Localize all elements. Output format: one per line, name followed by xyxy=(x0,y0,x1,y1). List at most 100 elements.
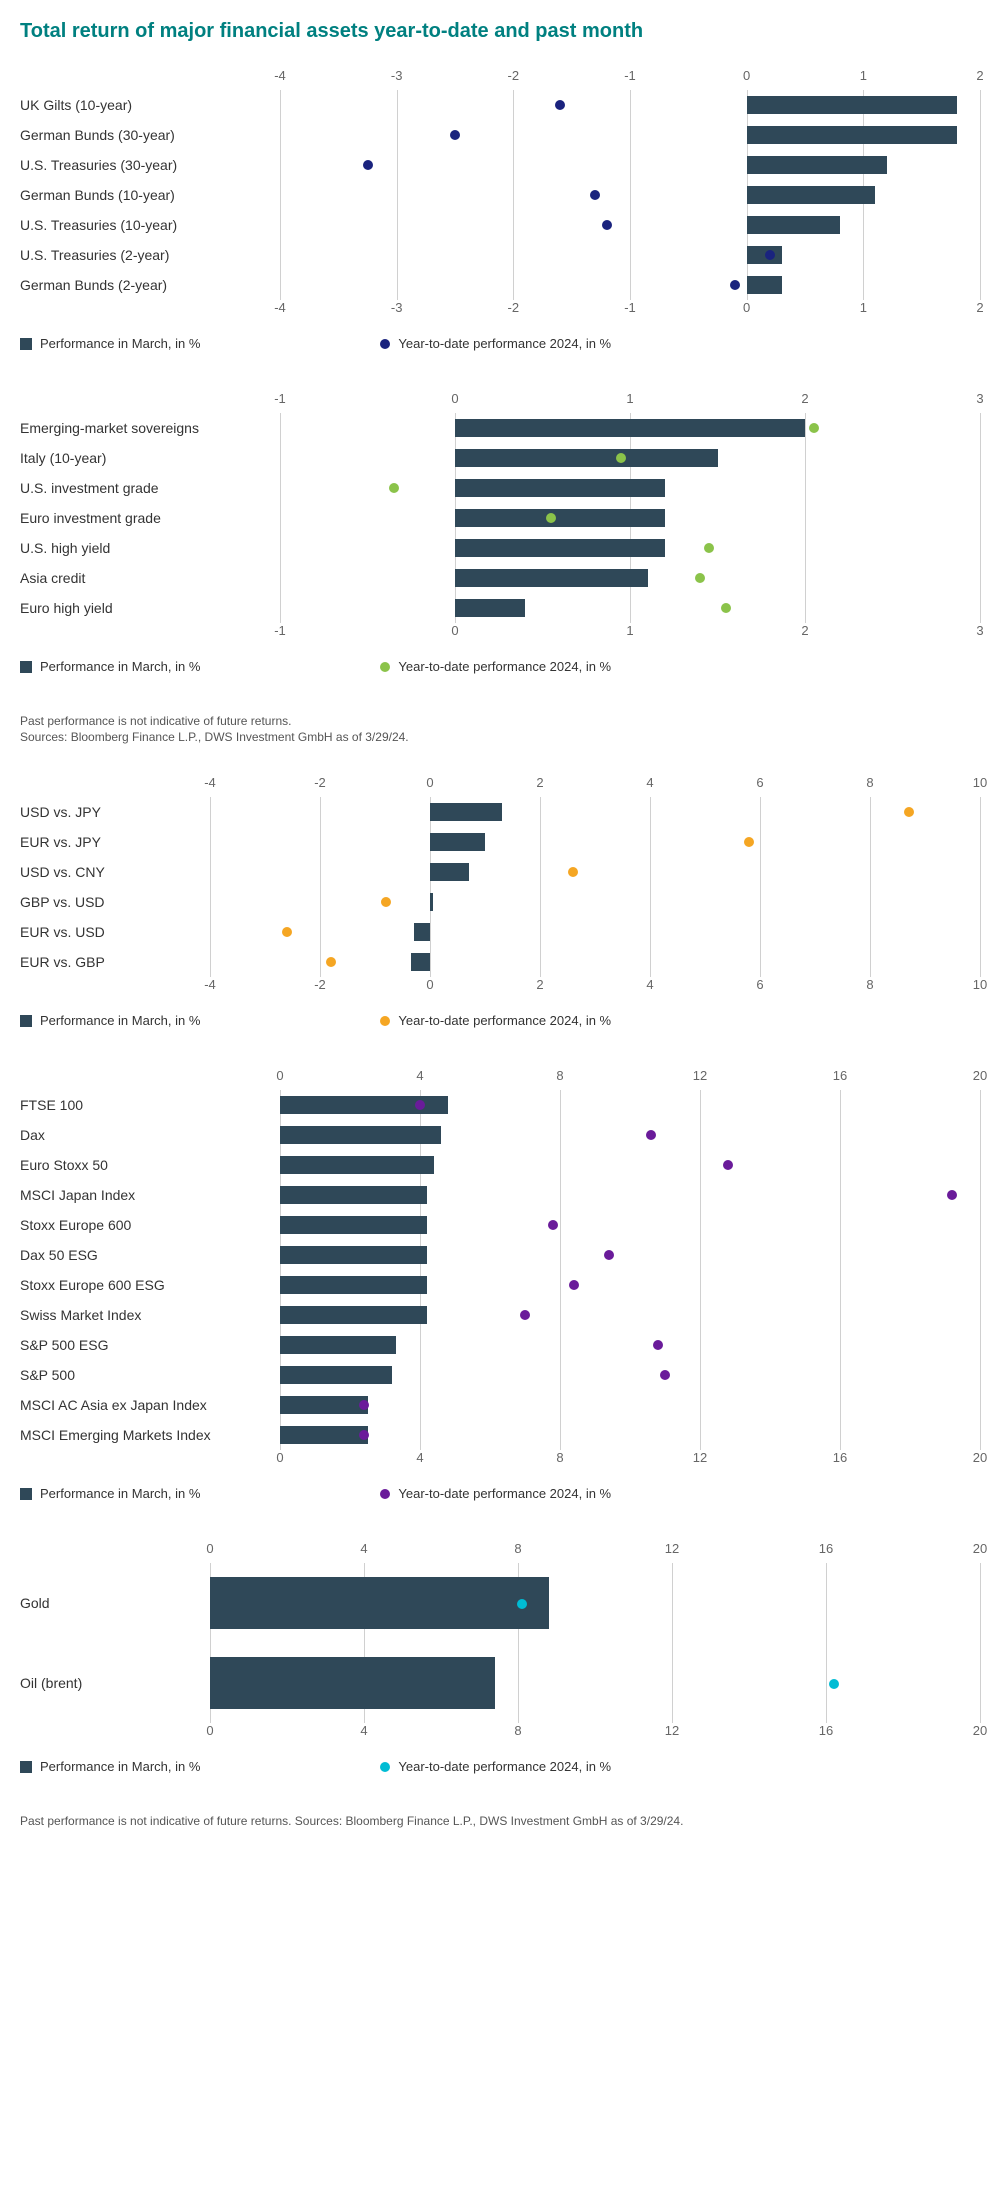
ytd-dot xyxy=(765,250,775,260)
row-bar-area xyxy=(280,1270,980,1300)
row-bar-area xyxy=(280,1390,980,1420)
row-bar-area xyxy=(280,1210,980,1240)
legend-bar: Performance in March, in % xyxy=(20,1486,200,1501)
ytd-dot xyxy=(604,1250,614,1260)
legend-dot: Year-to-date performance 2024, in % xyxy=(380,336,611,351)
row-label: U.S. Treasuries (10-year) xyxy=(20,217,280,233)
row-bar-area xyxy=(280,413,980,443)
ytd-dot xyxy=(548,1220,558,1230)
perf-bar xyxy=(430,833,485,851)
table-row: USD vs. CNY xyxy=(20,857,980,887)
perf-bar xyxy=(430,803,502,821)
row-bar-area xyxy=(280,1240,980,1270)
row-label: Emerging-market sovereigns xyxy=(20,420,280,436)
perf-bar xyxy=(280,1426,368,1444)
row-label: Swiss Market Index xyxy=(20,1307,280,1323)
table-row: Euro Stoxx 50 xyxy=(20,1150,980,1180)
perf-bar xyxy=(455,539,665,557)
axis-top: -4-20246810 xyxy=(20,775,980,797)
axis-tick: 0 xyxy=(206,1541,213,1556)
table-row: USD vs. JPY xyxy=(20,797,980,827)
axis-tick: 1 xyxy=(860,300,867,315)
row-bar-area xyxy=(280,120,980,150)
legend-bar-icon xyxy=(20,1015,32,1027)
row-bar-area xyxy=(280,240,980,270)
axis-tick: 10 xyxy=(973,775,987,790)
perf-bar xyxy=(280,1246,427,1264)
row-bar-area xyxy=(280,150,980,180)
row-bar-area xyxy=(280,270,980,300)
axis-tick: -2 xyxy=(314,977,326,992)
ytd-dot xyxy=(546,513,556,523)
axis-tick: -1 xyxy=(274,623,286,638)
perf-bar xyxy=(280,1276,427,1294)
chart-credit: -10123 Emerging-market sovereigns Italy … xyxy=(20,391,980,674)
table-row: Stoxx Europe 600 ESG xyxy=(20,1270,980,1300)
table-row: FTSE 100 xyxy=(20,1090,980,1120)
ytd-dot xyxy=(730,280,740,290)
axis-top: 048121620 xyxy=(20,1541,980,1563)
axis-tick: 20 xyxy=(973,1450,987,1465)
row-bar-area xyxy=(280,1090,980,1120)
axis-tick: 16 xyxy=(819,1723,833,1738)
row-label: USD vs. JPY xyxy=(20,804,210,820)
table-row: German Bunds (2-year) xyxy=(20,270,980,300)
ytd-dot xyxy=(723,1160,733,1170)
axis-tick: 16 xyxy=(833,1450,847,1465)
row-bar-area xyxy=(280,1150,980,1180)
row-bar-area xyxy=(280,443,980,473)
legend-dot-label: Year-to-date performance 2024, in % xyxy=(398,1486,611,1501)
axis-top: 048121620 xyxy=(20,1068,980,1090)
perf-bar xyxy=(747,216,840,234)
row-bar-area xyxy=(280,533,980,563)
axis-tick: 8 xyxy=(866,977,873,992)
row-label: EUR vs. GBP xyxy=(20,954,210,970)
axis-tick: -2 xyxy=(314,775,326,790)
ytd-dot xyxy=(947,1190,957,1200)
axis-tick: 12 xyxy=(693,1450,707,1465)
legend-dot-icon xyxy=(380,1489,390,1499)
row-bar-area xyxy=(280,210,980,240)
axis-tick: 2 xyxy=(976,300,983,315)
axis-tick: 2 xyxy=(976,68,983,83)
table-row: Italy (10-year) xyxy=(20,443,980,473)
row-label: U.S. high yield xyxy=(20,540,280,556)
table-row: Dax xyxy=(20,1120,980,1150)
row-bar-area xyxy=(210,1563,980,1643)
axis-tick: 1 xyxy=(626,623,633,638)
row-label: Euro high yield xyxy=(20,600,280,616)
perf-bar xyxy=(747,126,957,144)
legend-bar-label: Performance in March, in % xyxy=(40,1013,200,1028)
row-bar-area xyxy=(280,473,980,503)
row-label: Euro investment grade xyxy=(20,510,280,526)
row-label: S&P 500 xyxy=(20,1367,280,1383)
ytd-dot xyxy=(653,1340,663,1350)
axis-bottom: 048121620 xyxy=(20,1723,980,1745)
perf-bar xyxy=(455,479,665,497)
axis-tick: 2 xyxy=(801,391,808,406)
legend-dot-label: Year-to-date performance 2024, in % xyxy=(398,1013,611,1028)
axis-tick: 4 xyxy=(646,977,653,992)
axis-tick: 0 xyxy=(276,1450,283,1465)
chart-gov_bonds: -4-3-2-1012 UK Gilts (10-year) German Bu… xyxy=(20,68,980,351)
perf-bar xyxy=(210,1657,495,1709)
ytd-dot xyxy=(616,453,626,463)
perf-bar xyxy=(747,276,782,294)
perf-bar xyxy=(280,1126,441,1144)
axis-bottom: -10123 xyxy=(20,623,980,645)
table-row: UK Gilts (10-year) xyxy=(20,90,980,120)
ytd-dot xyxy=(415,1100,425,1110)
chart-legend: Performance in March, in % Year-to-date … xyxy=(20,1759,980,1774)
chart-fx: -4-20246810 USD vs. JPY EUR vs. JPY USD … xyxy=(20,775,980,1028)
ytd-dot xyxy=(744,837,754,847)
axis-tick: -2 xyxy=(508,68,520,83)
ytd-dot xyxy=(282,927,292,937)
legend-dot-icon xyxy=(380,1762,390,1772)
ytd-dot xyxy=(602,220,612,230)
ytd-dot xyxy=(363,160,373,170)
ytd-dot xyxy=(695,573,705,583)
axis-top: -10123 xyxy=(20,391,980,413)
perf-bar xyxy=(411,953,430,971)
table-row: Swiss Market Index xyxy=(20,1300,980,1330)
perf-bar xyxy=(280,1366,392,1384)
